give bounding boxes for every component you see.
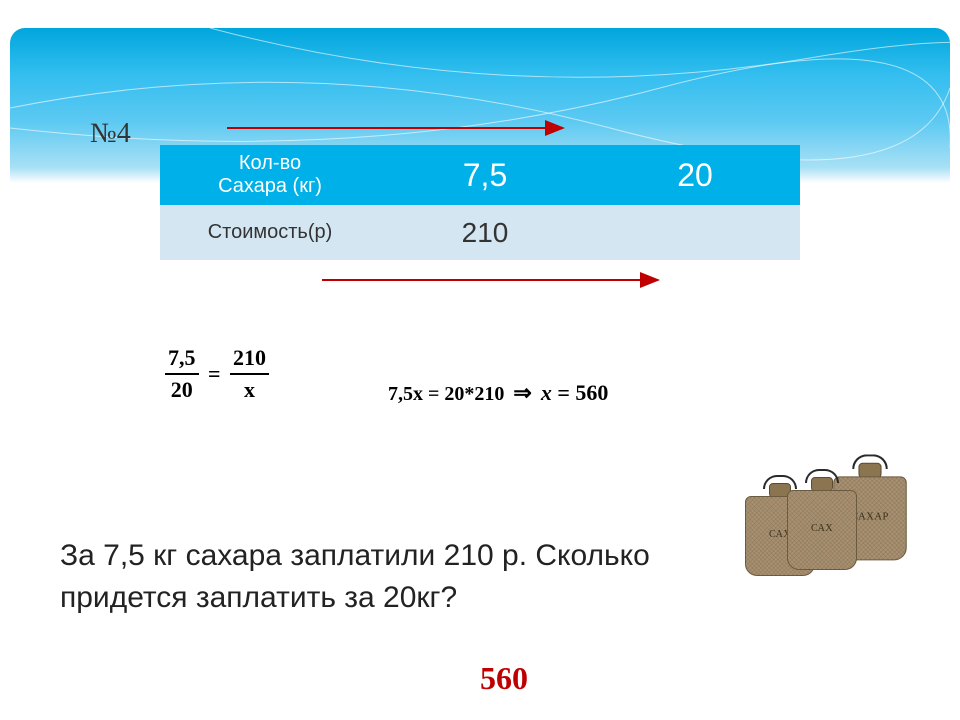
frac2-denominator: x [230,375,269,403]
frac1-numerator: 7,5 [165,345,199,375]
table-header-val2: 20 [590,145,800,205]
arrow-top [225,118,575,138]
solve-result: x = 560 [541,380,609,405]
problem-number: №4 [90,118,131,150]
question-line1: За 7,5 кг сахара заплатили 210 р. Скольк… [60,539,650,572]
equals-sign-2: = [557,380,575,405]
table-data-val2 [590,205,800,260]
question-line2: придется заплатить за 20кг? [60,581,457,614]
bag-label-2: САХ [787,523,857,534]
table-header-label: Кол-во Сахара (кг) [160,145,380,205]
fraction-2: 210 x [230,345,269,403]
frac2-numerator: 210 [230,345,269,375]
proportion-equation: 7,5 20 = 210 x [165,345,269,403]
bag-2: САХ [787,475,857,570]
label-qty-line2: Сахара (кг) [218,175,322,198]
table-data-val1: 210 [380,205,590,260]
table-row-header: Кол-во Сахара (кг) 7,5 20 [160,145,800,205]
implies-arrow: ⇒ [513,380,531,405]
table-row-data: Стоимость(р) 210 [160,205,800,260]
solve-result-var: x [541,380,552,405]
equals-sign: = [208,361,221,387]
answer-value: 560 [480,660,528,697]
solve-result-val: 560 [575,380,608,405]
table-data-label: Стоимость(р) [160,205,380,260]
table-header-val1: 7,5 [380,145,590,205]
fraction-1: 7,5 20 [165,345,199,403]
arrow-bottom [320,270,670,290]
solve-left: 7,5x = 20*210 [388,383,504,405]
data-table: Кол-во Сахара (кг) 7,5 20 Стоимость(р) 2… [160,145,800,260]
question-text: За 7,5 кг сахара заплатили 210 р. Скольк… [60,535,760,619]
equation-solve: 7,5x = 20*210 ⇒ x = 560 [388,380,608,406]
label-qty-line1: Кол-во [239,152,301,175]
frac1-denominator: 20 [165,375,199,403]
